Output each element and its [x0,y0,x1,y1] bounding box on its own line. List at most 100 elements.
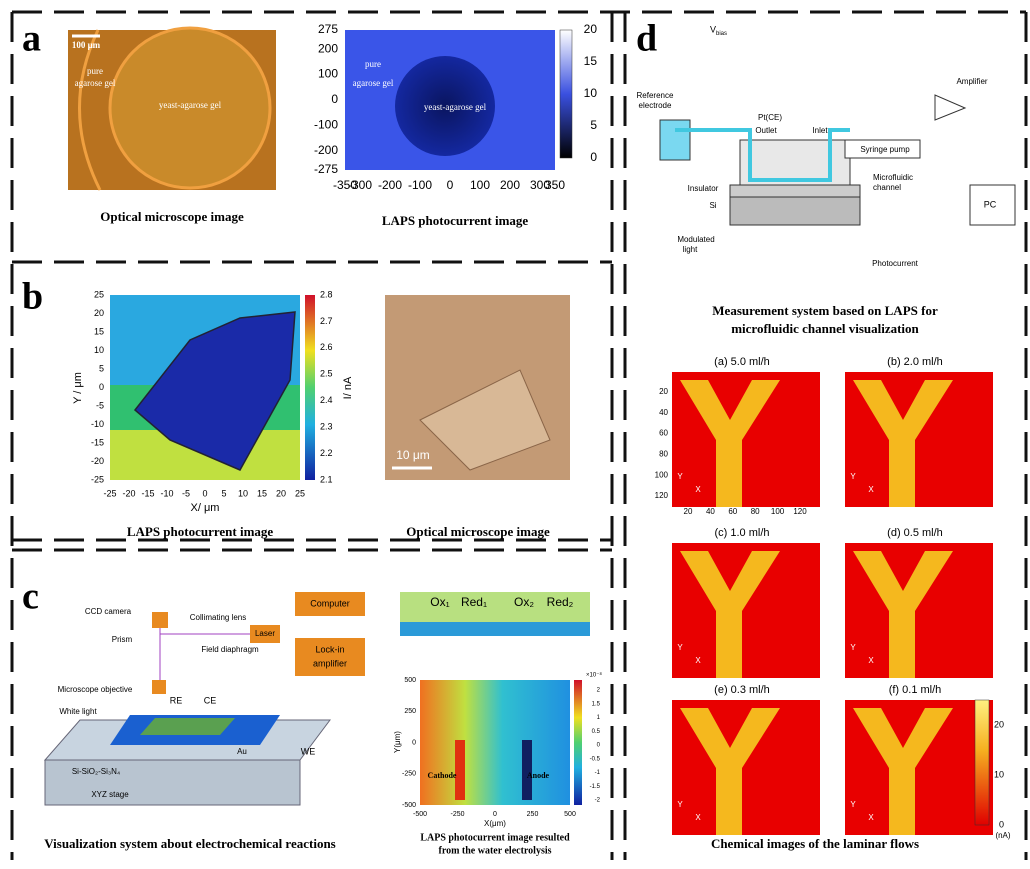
y-tick-label: 275 [318,22,338,36]
caption: LAPS photocurrent image resulted [420,832,570,843]
y-tick-label: 0 [412,739,416,746]
y-tick-label: -25 [91,474,104,484]
page: a100 μmpureagarose gelyeast-agarose gelO… [0,0,1030,869]
y-tick-label: -10 [91,419,104,429]
label: Outlet [755,126,777,135]
x-tick-label: 80 [751,507,760,516]
label: agarose gel [353,78,394,88]
x-tick-label: -200 [378,178,402,192]
figure: a100 μmpureagarose gelyeast-agarose gelO… [0,0,1030,864]
label: Si [709,201,716,210]
y-tick-label: -275 [314,162,338,176]
label: yeast-agarose gel [424,102,487,112]
label: X [695,813,701,822]
label: (e) 0.3 ml/h [714,684,770,696]
label: Ox₁ [430,595,449,609]
label: Ox₂ [514,595,534,609]
y-tick-label: 0 [999,819,1004,829]
colorbar [305,295,315,480]
label: yeast-agarose gel [159,100,222,110]
label: Microscope objective [58,685,133,694]
y-tick-label: 1.5 [592,701,601,707]
y-tick-label: -250 [402,771,416,778]
y-tick-label: 5 [99,363,104,373]
y-tick-label: 80 [659,450,668,459]
y-tick-label: 1 [597,715,601,721]
label: I/ nA [342,376,354,399]
x-tick-label: 100 [771,507,785,516]
y-tick-label: -0.5 [590,756,601,762]
label: X(μm) [484,819,506,828]
x-tick-label: 0 [202,488,207,498]
caption: Optical microscope image [406,524,550,539]
label: (nA) [995,831,1010,840]
label: Microfluidic [873,173,913,182]
label: ×10⁻⁸ [586,672,602,679]
y-tick-label: 0 [99,382,104,392]
label: X [868,656,874,665]
y-tick-label: 120 [655,491,669,500]
x-tick-label: -10 [160,488,173,498]
caption: Chemical images of the laminar flows [711,836,919,851]
label: Pt(CE) [758,113,782,122]
label: Lock-in [315,644,344,654]
y-tick-label: 25 [94,289,104,299]
label: X [868,485,874,494]
label: Y / μm [72,372,84,404]
label: channel [873,183,901,192]
y-tick-label: 20 [659,387,668,396]
y-tick-label: 20 [994,719,1004,729]
x-tick-label: 0 [447,178,454,192]
label: Y [850,800,856,809]
y-tick-label: 500 [404,677,416,684]
label: (f) 0.1 ml/h [889,684,942,696]
panel-label: b [22,276,43,318]
y-tick-label: 10 [94,345,104,355]
y-tick-label: 100 [655,470,669,479]
y-tick-label: 200 [318,41,338,55]
y-tick-label: 60 [659,429,668,438]
label: 2.5 [320,369,333,379]
y-tick-label: 0.5 [592,729,601,735]
caption: from the water electrolysis [438,845,551,856]
label: White light [59,707,97,716]
panel-label: d [636,18,657,60]
y-tick-label: 0 [331,92,338,106]
label: Y [677,643,683,652]
x-tick-label: 5 [221,488,226,498]
y-tick-label: 10 [584,86,598,100]
panel-label: a [22,18,41,60]
caption: LAPS photocurrent image [127,524,274,539]
label: Field diaphragm [201,645,259,654]
label: (d) 0.5 ml/h [887,527,943,539]
label: Vbias [710,24,727,36]
label: Au [237,747,247,756]
x-tick-label: -100 [408,178,432,192]
label: Y [850,472,856,481]
label: Red₂ [547,595,574,609]
label: agarose gel [75,78,116,88]
label: Computer [310,598,350,608]
x-tick-label: 200 [500,178,520,192]
y-tick-label: 0 [590,150,597,164]
y-tick-label: -20 [91,456,104,466]
caption: Optical microscope image [100,209,244,224]
label: electrode [639,101,672,110]
x-tick-label: -500 [413,811,427,818]
label: Anode [527,771,550,780]
label: XYZ stage [91,790,129,799]
caption: LAPS photocurrent image [382,213,529,228]
label: Y(μm) [393,731,402,753]
y-tick-label: -100 [314,118,338,132]
x-tick-label: -250 [450,811,464,818]
label: (a) 5.0 ml/h [714,356,770,368]
x-tick-label: 10 [238,488,248,498]
label: 2.2 [320,448,333,458]
label: 2.4 [320,395,333,405]
colorbar [975,700,989,825]
label: CCD camera [85,607,132,616]
y-tick-label: 5 [590,118,597,132]
label: Laser [255,629,275,638]
y-tick-label: -5 [96,400,104,410]
label: Collimating lens [190,613,246,622]
